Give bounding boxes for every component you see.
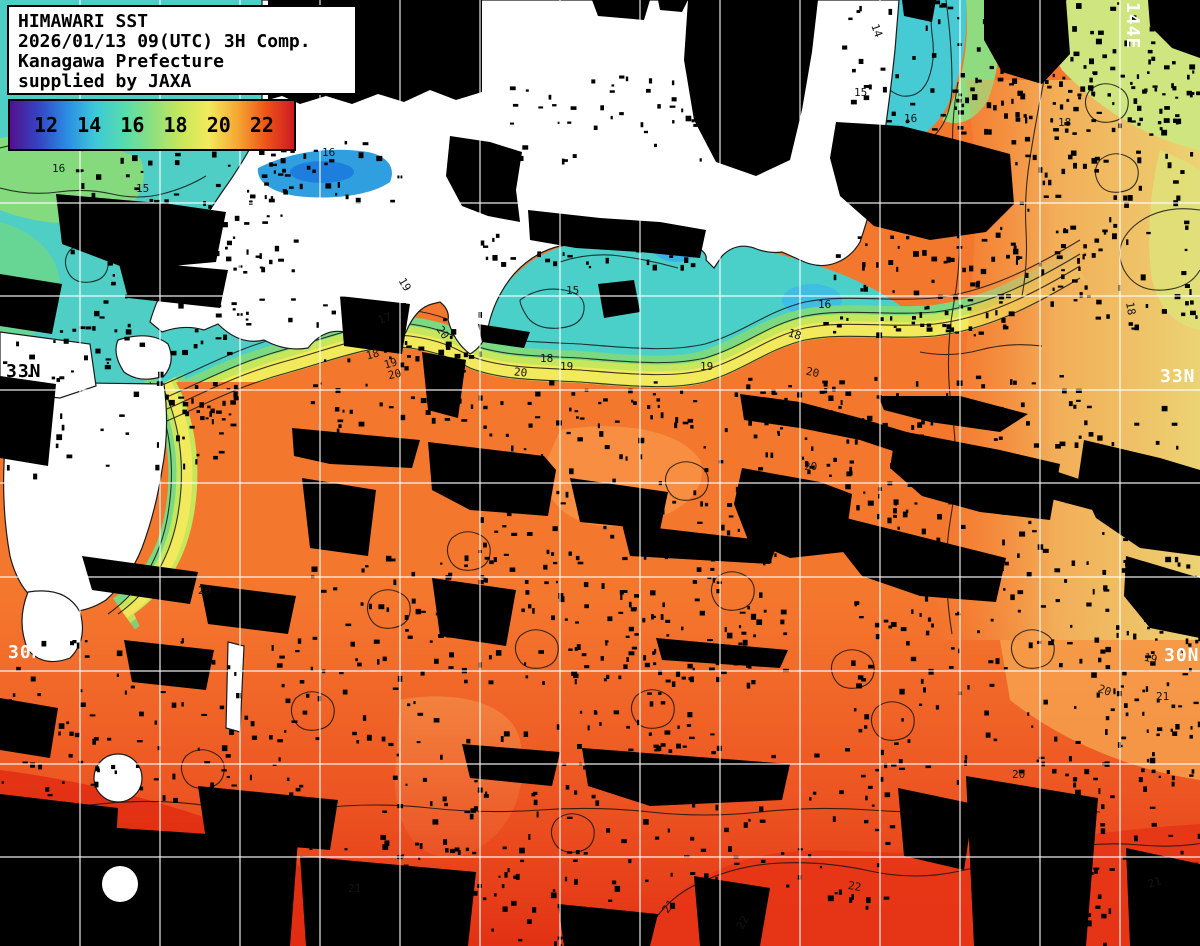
cloud-hole (102, 866, 138, 902)
land-yakushima (93, 753, 143, 803)
colorbar-tick: 14 (77, 113, 102, 137)
product-datetime: 2026/01/13 09(UTC) 3H Comp. (18, 31, 311, 52)
inland-sea (257, 149, 392, 198)
product-title: HIMAWARI SST (18, 11, 149, 32)
colorbar-tick: 20 (206, 113, 231, 137)
land-island-south (21, 590, 83, 663)
colorbar-tick: 22 (249, 113, 274, 137)
info-box: HIMAWARI SST 2026/01/13 09(UTC) 3H Comp.… (7, 5, 357, 95)
colorbar-tick: 12 (34, 113, 59, 137)
colorbar-tick: 16 (120, 113, 145, 137)
land-nw-kyushu (115, 335, 172, 380)
product-source: supplied by JAXA (18, 71, 192, 92)
temperature-colorbar: 12 14 16 18 20 22 (8, 99, 296, 151)
product-region: Kanagawa Prefecture (18, 51, 224, 72)
colorbar-tick: 18 (163, 113, 188, 137)
